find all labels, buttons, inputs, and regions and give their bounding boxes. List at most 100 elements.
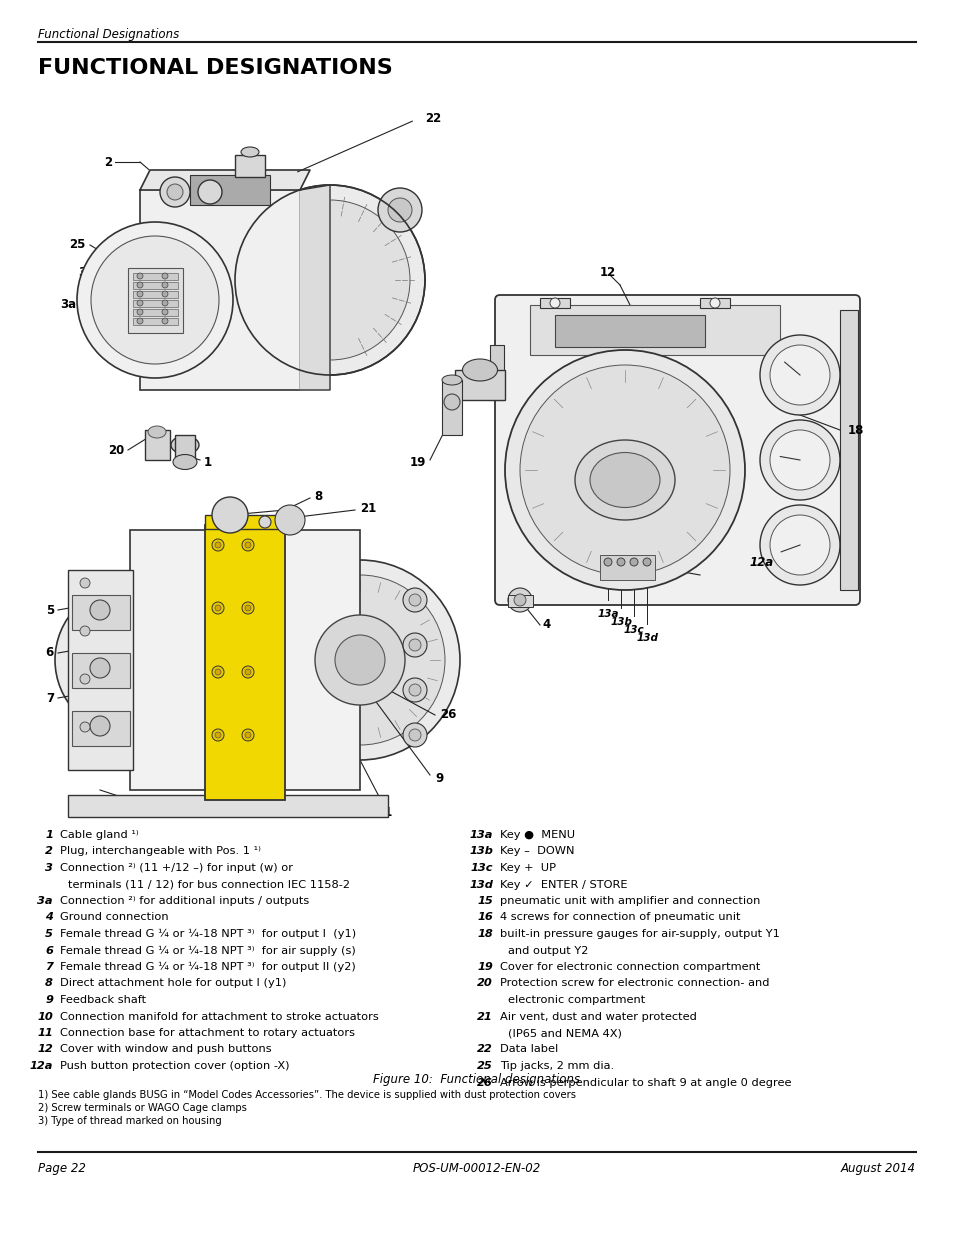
Circle shape	[402, 634, 427, 657]
Circle shape	[137, 291, 143, 296]
Circle shape	[233, 516, 246, 529]
Circle shape	[137, 273, 143, 279]
Bar	[234, 156, 265, 177]
Text: 6: 6	[45, 946, 53, 956]
Text: 22: 22	[424, 111, 441, 125]
Text: Feedback shaft: Feedback shaft	[60, 995, 146, 1005]
Bar	[599, 555, 655, 580]
Bar	[71, 595, 130, 630]
Circle shape	[160, 177, 190, 207]
Circle shape	[212, 538, 224, 551]
Circle shape	[80, 722, 90, 732]
Bar	[145, 430, 170, 459]
Ellipse shape	[441, 375, 461, 385]
Bar	[68, 571, 132, 769]
Bar	[132, 317, 178, 325]
Text: terminals (11 / 12) for bus connection IEC 1158-2: terminals (11 / 12) for bus connection I…	[68, 879, 350, 889]
Circle shape	[258, 516, 271, 529]
Circle shape	[274, 505, 305, 535]
Text: Key +  UP: Key + UP	[499, 863, 556, 873]
Text: (IP65 and NEMA 4X): (IP65 and NEMA 4X)	[507, 1028, 621, 1037]
Bar	[190, 175, 270, 205]
Bar	[700, 298, 729, 308]
Circle shape	[629, 558, 638, 566]
Text: Connection ²⁾ for additional inputs / outputs: Connection ²⁾ for additional inputs / ou…	[60, 897, 309, 906]
Circle shape	[769, 345, 829, 405]
Circle shape	[245, 669, 251, 676]
Text: Connection base for attachment to rotary actuators: Connection base for attachment to rotary…	[60, 1028, 355, 1037]
Text: 15: 15	[192, 805, 208, 819]
Circle shape	[409, 638, 420, 651]
Text: 12a: 12a	[30, 1061, 53, 1071]
Circle shape	[162, 317, 168, 324]
Circle shape	[402, 722, 427, 747]
Bar	[132, 273, 178, 280]
Text: 19: 19	[409, 456, 426, 468]
Circle shape	[80, 674, 90, 684]
Ellipse shape	[462, 359, 497, 382]
Bar	[130, 530, 359, 790]
Text: 10: 10	[292, 804, 308, 816]
Text: Female thread G ¼ or ¼-18 NPT ³⁾  for output II (y2): Female thread G ¼ or ¼-18 NPT ³⁾ for out…	[60, 962, 355, 972]
Bar	[132, 309, 178, 316]
Circle shape	[90, 658, 110, 678]
Text: Page 22: Page 22	[38, 1162, 86, 1174]
Circle shape	[162, 273, 168, 279]
Text: built-in pressure gauges for air-supply, output Y1: built-in pressure gauges for air-supply,…	[499, 929, 779, 939]
Text: Figure 10:  Functional designations: Figure 10: Functional designations	[373, 1073, 580, 1086]
Circle shape	[137, 300, 143, 306]
Text: 19: 19	[476, 962, 493, 972]
Circle shape	[519, 366, 729, 576]
Text: Tip jacks, 2 mm dia.: Tip jacks, 2 mm dia.	[499, 1061, 614, 1071]
Circle shape	[335, 635, 385, 685]
Text: 4: 4	[541, 619, 550, 631]
Ellipse shape	[172, 454, 196, 469]
Circle shape	[242, 538, 253, 551]
Text: Functional Designations: Functional Designations	[38, 28, 179, 41]
Text: 11: 11	[376, 805, 393, 819]
Circle shape	[314, 615, 405, 705]
Bar	[205, 525, 285, 800]
Bar	[140, 190, 299, 390]
Circle shape	[769, 430, 829, 490]
Circle shape	[245, 542, 251, 548]
Text: and output Y2: and output Y2	[507, 946, 588, 956]
Text: 7: 7	[46, 692, 54, 704]
Circle shape	[90, 716, 110, 736]
Text: 2) Screw terminals or WAGO Cage clamps: 2) Screw terminals or WAGO Cage clamps	[38, 1103, 247, 1113]
Bar	[539, 298, 569, 308]
Ellipse shape	[241, 147, 258, 157]
Bar	[174, 435, 194, 459]
Bar	[71, 711, 130, 746]
Text: 4: 4	[45, 913, 53, 923]
Text: 25: 25	[476, 1061, 493, 1071]
Text: Push button protection cover (option -X): Push button protection cover (option -X)	[60, 1061, 289, 1071]
Bar	[71, 653, 130, 688]
Text: 20: 20	[108, 443, 124, 457]
Circle shape	[245, 605, 251, 611]
Circle shape	[260, 559, 459, 760]
Text: 8: 8	[314, 489, 322, 503]
Text: 13c: 13c	[470, 863, 493, 873]
Circle shape	[214, 669, 221, 676]
Text: Cover for electronic connection compartment: Cover for electronic connection compartm…	[499, 962, 760, 972]
Circle shape	[162, 282, 168, 288]
Text: Direct attachment hole for output I (y1): Direct attachment hole for output I (y1)	[60, 978, 286, 988]
Circle shape	[245, 732, 251, 739]
Text: 1: 1	[45, 830, 53, 840]
Text: 18: 18	[847, 424, 863, 436]
Text: 21: 21	[359, 501, 375, 515]
Circle shape	[242, 666, 253, 678]
Circle shape	[70, 600, 190, 720]
Text: 7: 7	[45, 962, 53, 972]
Circle shape	[409, 729, 420, 741]
Text: Key –  DOWN: Key – DOWN	[499, 846, 574, 857]
Text: POS-UM-00012-EN-02: POS-UM-00012-EN-02	[413, 1162, 540, 1174]
Text: 25: 25	[70, 238, 86, 252]
Circle shape	[212, 666, 224, 678]
Text: 1: 1	[204, 456, 212, 468]
Circle shape	[214, 542, 221, 548]
Text: Ground connection: Ground connection	[60, 913, 169, 923]
Text: 26: 26	[439, 709, 456, 721]
Text: 1) See cable glands BUSG in “Model Codes Accessories”. The device is supplied wi: 1) See cable glands BUSG in “Model Codes…	[38, 1091, 576, 1100]
